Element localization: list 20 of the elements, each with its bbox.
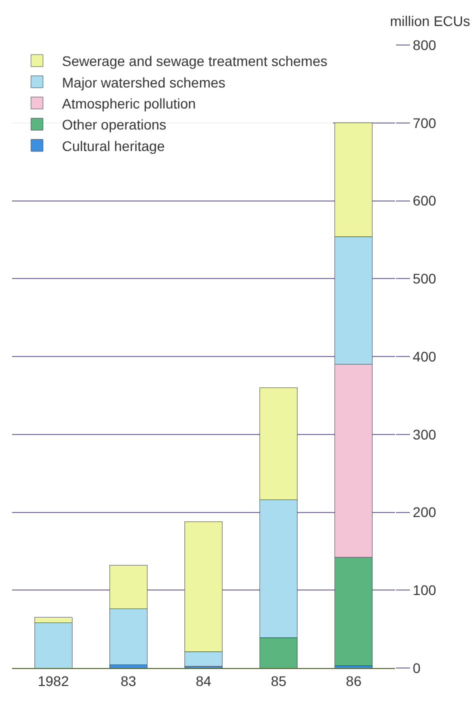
legend-label: Major watershed schemes [62, 74, 226, 90]
legend-label: Atmospheric pollution [62, 95, 196, 112]
y-tick-label: 0 [412, 660, 421, 676]
legend-label: Other operations [62, 116, 166, 133]
x-tick-label: 86 [346, 672, 362, 689]
x-tick-label: 1982 [38, 672, 70, 689]
y-tick-label: 200 [412, 504, 436, 520]
y-tick-label: 800 [412, 36, 436, 53]
y-tick-label: 600 [412, 192, 436, 209]
x-tick-label: 83 [120, 672, 136, 689]
y-tick-label: 100 [412, 582, 436, 598]
x-tick-label: 84 [196, 672, 212, 689]
y-tick-label: 400 [412, 348, 436, 364]
y-tick-label: 500 [412, 270, 436, 287]
x-tick-label: 85 [270, 672, 287, 689]
legend-label: Sewerage and sewage treatment schemes [62, 53, 328, 70]
y-axis-title: million ECUs [390, 13, 470, 29]
legend-label: Cultural heritage [62, 138, 165, 154]
y-tick-label: 700 [412, 114, 436, 131]
y-tick-label: 300 [412, 426, 436, 442]
